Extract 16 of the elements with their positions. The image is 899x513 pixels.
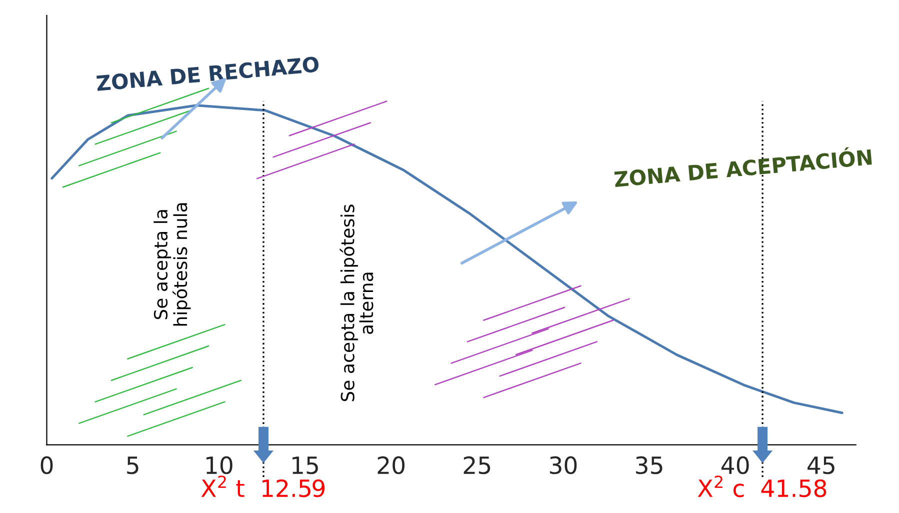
ref-line-label: X$^{2}$ c 41.58: [698, 476, 826, 498]
x-tick-label: 35: [636, 456, 662, 474]
x-tick-label: 15: [292, 456, 318, 474]
x-tick-label: 10: [206, 456, 232, 474]
annotation: ZONA DE ACEPTACIÓN: [614, 145, 872, 188]
x-tick-label: 0: [40, 456, 53, 474]
x-tick-label: 25: [464, 456, 490, 474]
ref-line-label: X$^{2}$ t 12.59: [201, 476, 325, 498]
x-tick-label: 5: [127, 456, 138, 474]
annotation: Se acepta la hipótesis alterna: [340, 204, 374, 402]
x-tick-label: 30: [550, 456, 577, 474]
text: ZONA DE RECHAZO: [96, 56, 320, 92]
annotation: Se acepta la hipótesis nula: [154, 203, 191, 326]
x-tick-label: 45: [808, 456, 834, 474]
x-tick-label: 20: [378, 456, 404, 474]
x-tick-label: 40: [721, 456, 749, 474]
